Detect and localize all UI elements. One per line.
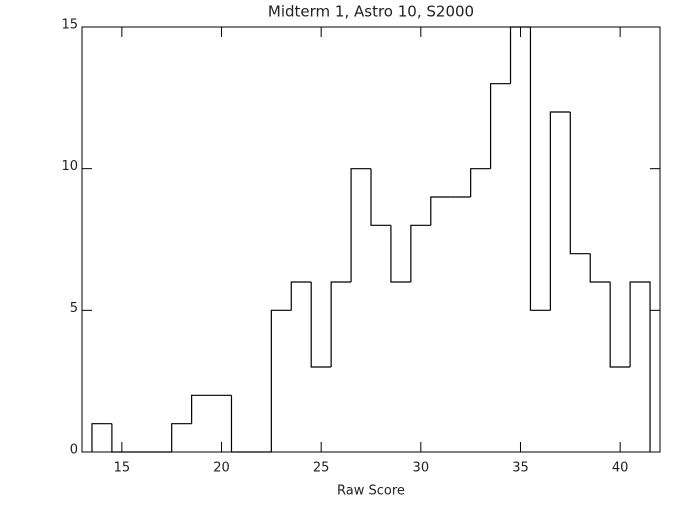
x-tick-label: 35 (512, 461, 529, 476)
x-tick-label: 15 (114, 461, 131, 476)
histogram-bar (569, 112, 591, 255)
y-tick-label: 10 (61, 159, 78, 174)
histogram-bar (330, 281, 352, 367)
histogram-bar (310, 282, 332, 368)
x-tick-label: 25 (313, 461, 330, 476)
histogram-bar (509, 26, 531, 84)
histogram-bar (549, 111, 571, 311)
histogram-bar (529, 27, 551, 311)
histogram-bar (191, 394, 212, 424)
histogram-bar (470, 168, 491, 197)
x-tick-label: 40 (612, 461, 629, 476)
histogram-bar (410, 224, 431, 282)
x-axis-label: Raw Score (337, 484, 405, 499)
histogram-bar (609, 282, 631, 368)
plot-frame (81, 26, 661, 453)
chart-title: Midterm 1, Astro 10, S2000 (268, 3, 474, 21)
histogram-bar (111, 423, 132, 453)
y-tick-label: 5 (70, 301, 78, 316)
histogram-bar (390, 225, 411, 283)
x-tick-label: 30 (413, 461, 430, 476)
histogram-bar (589, 253, 611, 283)
histogram-bar (629, 281, 651, 452)
histogram-bar (430, 196, 451, 226)
histogram-bar (91, 423, 112, 452)
histogram-bar (290, 281, 312, 311)
histogram-bar (489, 83, 511, 169)
histogram-bar (270, 309, 292, 452)
histogram-bar (230, 395, 252, 453)
y-tick-label: 0 (70, 443, 78, 458)
y-tick-label: 15 (61, 18, 78, 33)
histogram-bar (350, 168, 371, 282)
x-tick-label: 20 (213, 461, 230, 476)
histogram-bar (171, 423, 192, 452)
histogram-bar (370, 168, 391, 226)
